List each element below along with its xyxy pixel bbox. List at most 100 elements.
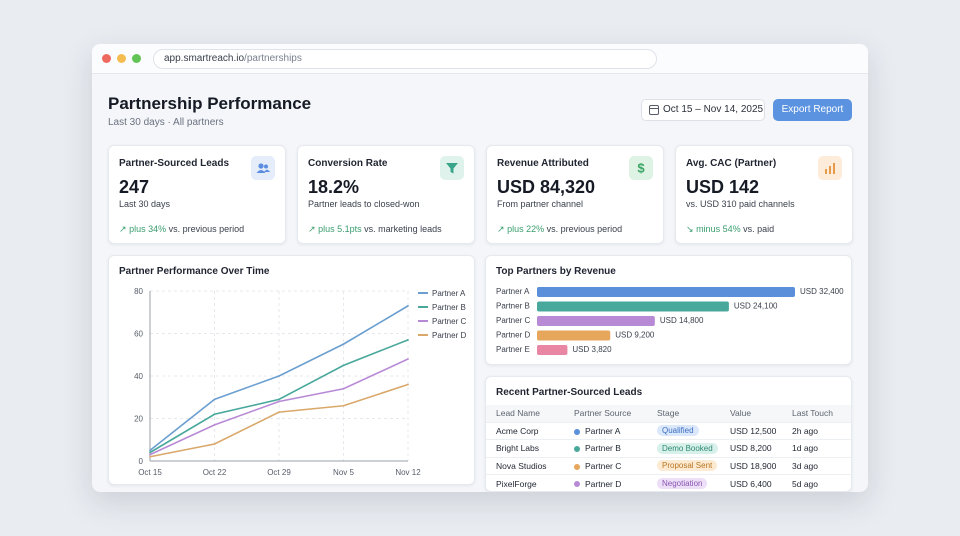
data-point [278,411,280,414]
date-range-label: Oct 15 – Nov 14, 2025 [663,104,764,115]
browser-window: app.smartreach.io/partnerships Partnersh… [92,44,868,492]
table-header-row: Lead Name Partner Source Stage Value Las… [486,405,851,422]
line-chart-card: Partner Performance Over Time 0 20 40 60 80 O… [108,255,475,485]
data-point [342,387,345,390]
stage-cell: Qualified [647,421,720,440]
minimize-window-icon[interactable] [117,54,126,63]
data-point [278,375,280,377]
x-tick-label: Oct 15 [138,468,162,477]
data-point [149,451,151,454]
table-row[interactable]: Nova Studios Partner C Proposal Sent USD 18… [486,456,851,475]
bar-category-label: Partner B [496,302,530,311]
line-chart: 0 20 40 60 80 Oct 15 Oct 22 Oct 29 Nov 5 Nov 12 Pa… [134,287,466,477]
partner-dot [574,428,580,435]
table-row[interactable]: Bright Labs Partner B Demo Booked USD 8,200… [486,439,851,457]
table-row[interactable]: Acme Corp Partner A Qualified USD 12,500 2h … [486,421,851,440]
column-header[interactable]: Stage [647,405,720,422]
y-tick-label: 80 [134,287,143,296]
partner-name: Partner A [585,425,621,436]
bar-value-label: USD 32,400 [800,287,844,296]
bar-chart-title: Top Partners by Revenue [496,266,616,277]
partner-source: Partner A [564,421,647,440]
kpi-value: 18.2% [308,177,360,197]
trend-arrow-icon: ↗ [308,224,316,234]
column-header[interactable]: Partner Source [564,405,647,422]
kpi-delta-suffix: vs. previous period [546,224,623,234]
lead-name[interactable]: PixelForge [486,474,564,492]
kpi-delta-suffix: vs. marketing leads [364,224,442,234]
partner-name: Partner B [585,443,621,454]
data-point [149,449,151,452]
column-header[interactable]: Lead Name [486,405,564,422]
kpi-delta-suffix: vs. previous period [168,224,245,234]
kpi-card-cac: Avg. CAC (Partner) USD 142 vs. USD 310 p… [675,145,853,244]
kpi-label: Avg. CAC (Partner) [686,158,777,169]
stage-cell: Negotiation [647,474,720,492]
url-path: /partnerships [244,53,302,64]
close-window-icon[interactable] [102,54,111,63]
funnel-icon [440,156,464,180]
lead-name[interactable]: Acme Corp [486,421,564,440]
dollar-icon: $ [629,156,653,180]
y-tick-label: 20 [134,415,143,424]
stage-badge: Demo Booked [657,442,718,454]
bar-chart-icon [818,156,842,180]
bar-category-label: Partner D [496,331,530,340]
kpi-label: Conversion Rate [308,158,388,169]
leads-table-card: Recent Partner-Sourced Leads Lead Name P… [485,376,852,492]
kpi-trend: ↗ plus 22% vs. previous period [497,224,622,235]
data-point [149,453,151,456]
kpi-value: USD 84,320 [497,177,596,197]
address-bar[interactable]: app.smartreach.io/partnerships [153,49,657,69]
data-point [278,400,280,403]
kpi-note: From partner channel [497,199,584,209]
data-point [149,455,151,458]
x-tick-label: Oct 29 [267,468,291,477]
kpi-value: 247 [119,177,150,197]
export-report-button[interactable]: Export Report [773,99,852,121]
maximize-window-icon[interactable] [132,54,141,63]
bar-value-label: USD 24,100 [734,302,778,311]
last-touch: 3d ago [782,456,851,475]
lead-value: USD 8,200 [720,439,782,457]
page-title: Partnership Performance [108,94,312,113]
table-row[interactable]: PixelForge Partner D Negotiation USD 6,400 5… [486,474,851,492]
stage-cell: Proposal Sent [647,456,720,475]
legend-label: Partner A [432,289,466,298]
bar [537,330,611,341]
kpi-trend: ↗ plus 34% vs. previous period [119,224,244,235]
legend-label: Partner D [432,331,466,340]
lead-name[interactable]: Nova Studios [486,456,564,475]
bar-category-label: Partner A [496,287,530,296]
kpi-trend: ↘ minus 54% vs. paid [686,224,774,235]
partner-dot [574,446,580,452]
bar [537,301,729,312]
last-touch: 2h ago [782,421,851,440]
column-header[interactable]: Value [720,405,782,422]
lead-value: USD 18,900 [720,456,782,475]
column-header[interactable]: Last Touch [782,405,851,422]
bar-chart-card: Top Partners by Revenue Partner A USD 32,… [485,255,852,365]
svg-text:$: $ [637,161,645,176]
lead-value: USD 6,400 [720,474,782,492]
partner-dot [574,481,580,488]
data-point [213,398,216,401]
x-tick-label: Nov 5 [333,468,354,477]
bar-value-label: USD 9,200 [615,331,655,340]
lead-name[interactable]: Bright Labs [486,439,564,457]
date-range-button[interactable]: Oct 15 – Nov 14, 2025 [641,99,765,121]
stage-badge: Qualified [657,425,699,437]
last-touch: 5d ago [782,474,851,492]
bar-category-label: Partner E [496,345,530,354]
data-point [213,443,216,445]
kpi-card-revenue: Revenue Attributed $ USD 84,320 From par… [486,145,664,244]
data-point [213,423,216,426]
leads-table-title: Recent Partner-Sourced Leads [496,387,643,398]
partner-name: Partner C [585,460,622,471]
leads-table: Lead Name Partner Source Stage Value Las… [486,405,851,492]
data-point [407,358,409,360]
data-point [342,343,345,346]
trend-arrow-icon: ↘ [686,224,694,234]
partner-dot [574,463,580,470]
legend-label: Partner B [432,303,466,312]
